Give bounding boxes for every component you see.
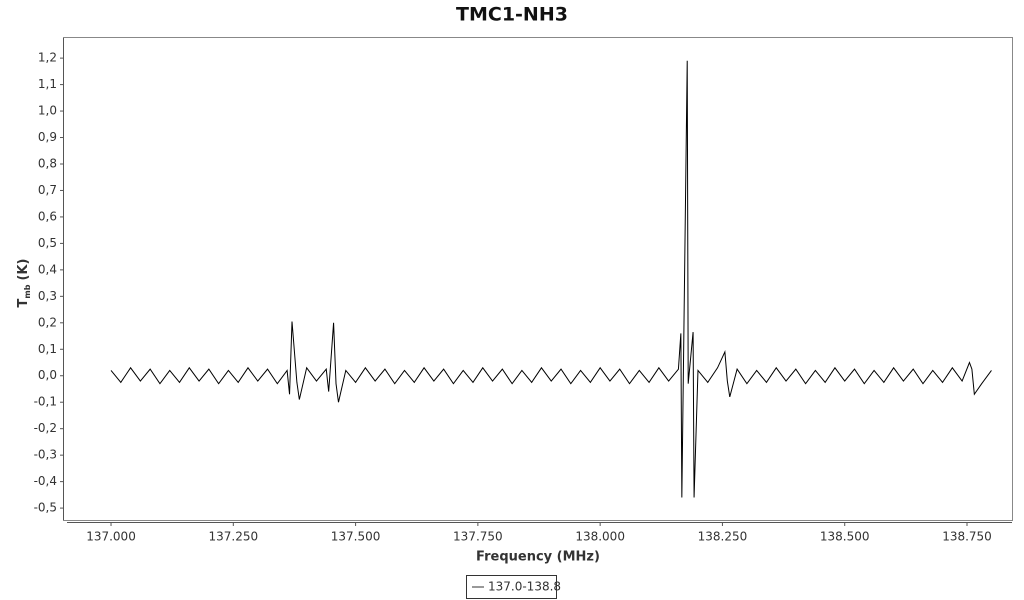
y-tick-label: 1,1: [38, 77, 57, 91]
x-tick-label: 138.750: [942, 530, 992, 544]
x-tick-label: 137.250: [208, 530, 258, 544]
x-tick-label: 138.250: [698, 530, 748, 544]
spectrum-line: [110, 60, 992, 498]
legend-label: 137.0-138.8: [488, 580, 561, 594]
y-tick-label: -0,4: [34, 474, 57, 488]
x-tick-label: 137.750: [453, 530, 503, 544]
y-tick-label: 0,4: [38, 262, 57, 276]
x-tick-label: 137.000: [86, 530, 136, 544]
x-tick-label: 138.000: [575, 530, 625, 544]
y-tick-label: -0,2: [34, 421, 57, 435]
chart-title: TMC1-NH3: [456, 4, 568, 26]
y-tick-label: 0,6: [38, 209, 57, 223]
y-tick-label: 0,1: [38, 342, 57, 356]
y-tick-label: 0,8: [38, 156, 57, 170]
y-tick-label: 0,9: [38, 130, 57, 144]
y-tick-label: -0,5: [34, 501, 57, 515]
y-tick-label: 1,2: [38, 51, 57, 65]
y-axis-title-main: T: [16, 298, 31, 307]
y-axis-title: Tmb (K): [16, 259, 32, 308]
y-tick-label: 0,3: [38, 289, 57, 303]
y-tick-label: 0,2: [38, 315, 57, 329]
y-tick-label: 1,0: [38, 104, 57, 118]
legend-box: [466, 575, 557, 599]
y-tick-label: 0,5: [38, 236, 57, 250]
y-tick-label: -0,3: [34, 448, 57, 462]
y-tick-label: 0,0: [38, 368, 57, 382]
y-tick-label: -0,1: [34, 395, 57, 409]
x-tick-label: 138.500: [820, 530, 870, 544]
y-axis-title-sub: mb: [23, 284, 32, 298]
x-axis-title: Frequency (MHz): [476, 550, 600, 565]
y-axis-title-unit: (K): [16, 259, 31, 281]
y-tick-label: 0,7: [38, 183, 57, 197]
x-tick-label: 137.500: [331, 530, 381, 544]
